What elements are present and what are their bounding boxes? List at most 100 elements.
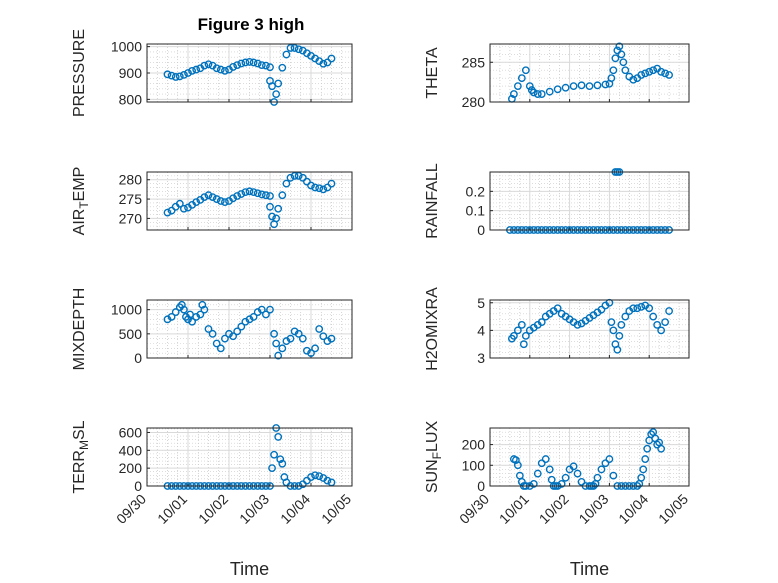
data-point: [521, 332, 530, 340]
data-point: [633, 304, 642, 313]
data-point: [545, 465, 554, 474]
y-axis-label: SUNFLUX: [424, 421, 444, 494]
data-point: [298, 334, 307, 343]
data-point: [245, 58, 254, 66]
data-point: [529, 480, 538, 488]
data-point: [261, 310, 270, 319]
data-point: [577, 477, 586, 486]
data-point: [278, 459, 287, 468]
data-point: [597, 305, 606, 314]
data-point: [615, 332, 624, 340]
data-point: [529, 88, 538, 97]
data-point: [274, 204, 283, 213]
data-point: [175, 72, 184, 81]
data-point: [237, 59, 246, 68]
data-point: [513, 461, 522, 470]
data-point: [198, 300, 207, 309]
data-point: [513, 82, 522, 91]
data-point: [621, 312, 630, 321]
data-point: [665, 71, 673, 79]
data-point: [282, 179, 291, 188]
data-point: [517, 74, 526, 83]
axes-box: [489, 43, 690, 103]
data-point: [661, 318, 670, 326]
data-point: [179, 70, 188, 79]
data-point: [315, 472, 324, 481]
data-point: [204, 191, 213, 200]
data-point: [661, 69, 670, 78]
data-point: [167, 71, 176, 80]
data-point: [537, 459, 546, 468]
y-tick-label: 400: [119, 442, 143, 458]
data-point: [327, 179, 336, 188]
y-axis-label: AIRTEMP: [71, 167, 91, 236]
data-point: [294, 45, 303, 54]
data-point: [639, 465, 648, 474]
data-point: [327, 54, 336, 63]
y-tick-label: 100: [462, 457, 486, 473]
data-point: [323, 183, 332, 192]
data-point: [569, 82, 578, 91]
data-point: [509, 332, 518, 340]
data-point: [323, 476, 332, 485]
axes-box: [489, 299, 690, 359]
data-point: [533, 469, 542, 478]
axes-box: [489, 171, 690, 231]
data-point: [245, 187, 254, 196]
data-point: [637, 303, 646, 311]
data-point: [593, 81, 602, 90]
data-point: [216, 197, 225, 205]
data-point: [274, 79, 283, 88]
data-point: [261, 61, 270, 70]
y-tick-label: 0: [134, 350, 142, 366]
x-tick-label: 10/04: [277, 491, 313, 527]
data-point: [653, 440, 662, 449]
data-point: [200, 305, 209, 314]
y-tick-label: 0.2: [466, 183, 486, 199]
data-point: [233, 327, 242, 336]
data-point: [609, 326, 618, 335]
data-point: [521, 66, 530, 75]
y-axis-label: MIXDEPTH: [71, 288, 88, 371]
data-point: [204, 325, 213, 333]
data-point: [249, 188, 258, 197]
data-point: [629, 75, 638, 84]
data-point: [196, 310, 205, 319]
axes-box: [489, 427, 690, 487]
data-point: [184, 69, 192, 77]
data-point: [237, 190, 246, 198]
y-tick-label: 0: [477, 478, 485, 494]
data-point: [319, 59, 328, 68]
y-tick-label: 0: [134, 478, 142, 494]
data-point: [188, 317, 197, 326]
subplot-5: 0 500 1000 MIXDEPTH: [71, 288, 353, 371]
y-tick-label: 280: [119, 172, 143, 188]
data-point: [315, 325, 324, 333]
x-tick-label: 09/30: [456, 491, 492, 527]
data-point: [229, 332, 238, 341]
y-tick-label: 600: [119, 424, 143, 440]
y-tick-label: 800: [119, 91, 143, 107]
figure-title: Figure 3 high: [198, 15, 305, 34]
data-point: [276, 455, 285, 464]
data-point: [278, 344, 287, 353]
data-point: [302, 177, 311, 186]
data-point: [601, 459, 610, 468]
data-point: [233, 61, 242, 69]
data-point: [216, 344, 225, 353]
data-point: [241, 58, 250, 67]
data-point: [617, 50, 626, 59]
plot-area: [490, 172, 689, 230]
x-tick-label: 10/02: [536, 491, 572, 527]
data-point: [177, 300, 186, 309]
data-point: [163, 208, 172, 217]
data-point: [665, 307, 673, 315]
data-point: [553, 85, 562, 94]
data-point: [641, 455, 650, 463]
data-point: [204, 60, 213, 69]
data-point: [517, 320, 526, 329]
data-point: [577, 81, 586, 90]
data-point: [601, 80, 610, 89]
subplot-6: 3 4 5 H2OMIXRA: [424, 287, 690, 371]
